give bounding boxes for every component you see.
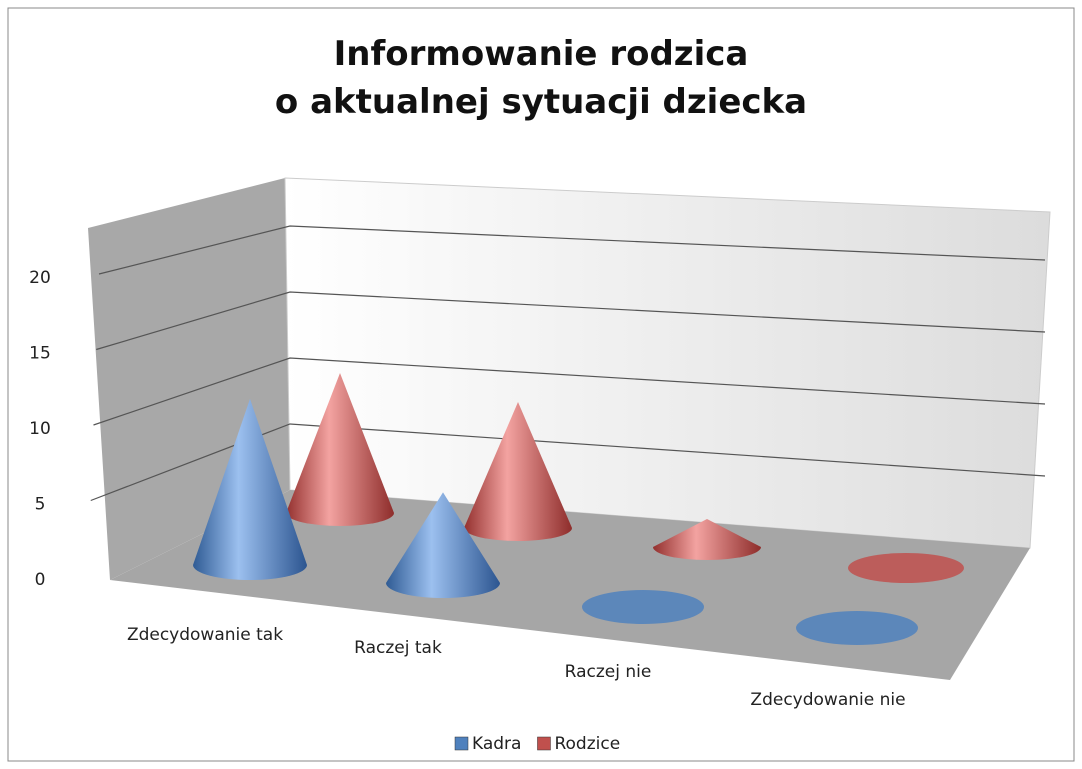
x-tick-label: Raczej nie bbox=[565, 662, 652, 682]
grid-line bbox=[93, 357, 1046, 426]
y-tick-label: 0 bbox=[35, 570, 46, 590]
y-tick-label: 15 bbox=[29, 344, 51, 364]
grid-line bbox=[98, 225, 1046, 275]
legend-swatch bbox=[537, 736, 551, 751]
cone bbox=[286, 373, 394, 526]
cone bbox=[464, 402, 572, 541]
cone bbox=[193, 398, 307, 580]
x-tick-label: Zdecydowanie nie bbox=[750, 690, 905, 710]
grid-line bbox=[90, 423, 1046, 502]
cone bbox=[848, 553, 964, 583]
back-wall bbox=[284, 177, 1051, 549]
y-tick-label: 10 bbox=[29, 419, 51, 439]
x-tick-label: Raczej tak bbox=[354, 638, 442, 658]
cone bbox=[653, 519, 761, 560]
legend-swatch bbox=[454, 736, 469, 751]
cone bbox=[796, 611, 918, 645]
legend-label: Kadra bbox=[472, 734, 521, 754]
y-tick-label: 5 bbox=[35, 495, 46, 515]
cone bbox=[582, 590, 704, 624]
grid-line bbox=[96, 291, 1046, 351]
cone bbox=[386, 492, 500, 598]
chart-title: Informowanie rodzica o aktualnej sytuacji… bbox=[275, 34, 807, 122]
x-tick-label: Zdecydowanie tak bbox=[127, 625, 283, 645]
y-tick-label: 20 bbox=[29, 268, 51, 288]
legend-label: Rodzice bbox=[554, 734, 620, 754]
